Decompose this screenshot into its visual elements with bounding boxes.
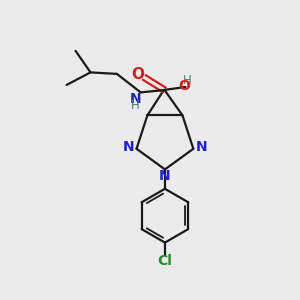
Text: N: N: [130, 92, 141, 106]
Text: H: H: [183, 74, 192, 87]
Text: N: N: [122, 140, 134, 154]
Text: N: N: [159, 169, 171, 183]
Text: H: H: [131, 99, 140, 112]
Text: N: N: [196, 140, 208, 154]
Text: O: O: [131, 67, 144, 82]
Text: Cl: Cl: [158, 254, 172, 268]
Text: O: O: [178, 80, 190, 93]
